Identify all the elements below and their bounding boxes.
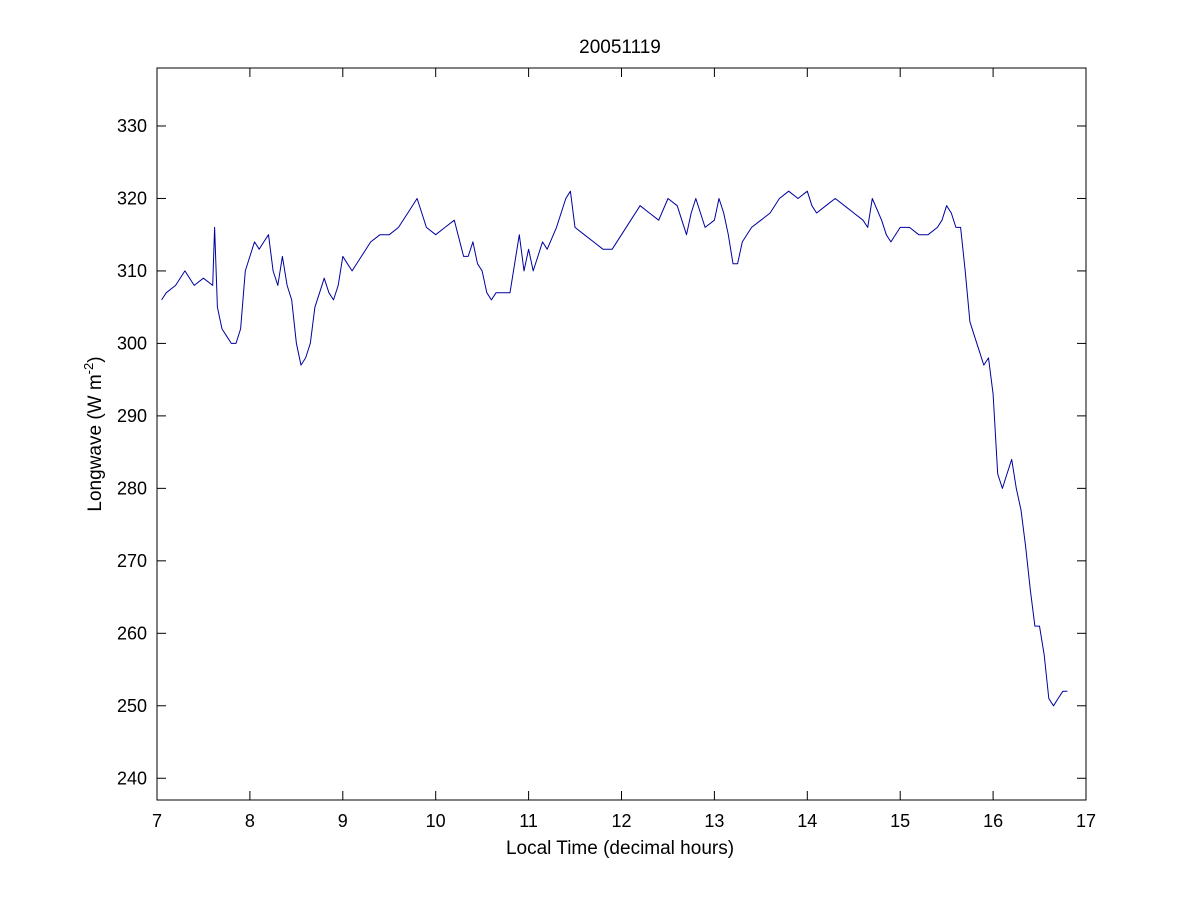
series-layer [161, 190, 1068, 707]
x-tick-label: 9 [338, 811, 348, 831]
y-tick-label: 270 [117, 551, 147, 571]
x-axis-ticks: 7 8 9 10 11 12 13 14 15 16 17 [152, 68, 1096, 831]
x-tick-label: 11 [519, 811, 538, 831]
y-tick-label: 260 [117, 623, 147, 643]
x-tick-label: 10 [426, 811, 446, 831]
x-tick-label: 12 [611, 811, 631, 831]
x-tick-label: 17 [1076, 811, 1096, 831]
x-axis-title: Local Time (decimal hours) [506, 838, 734, 859]
y-tick-label: 320 [117, 188, 147, 208]
plot-area: 7 8 9 10 11 12 13 14 15 16 17 240 250 260 270 280 290 30… [117, 67, 1096, 831]
plot-frame [156, 67, 1087, 801]
y-tick-label: 330 [117, 116, 147, 136]
y-tick-label: 280 [117, 478, 147, 498]
y-axis-title: Longwave (W m-2) [81, 356, 106, 511]
x-tick-label: 14 [797, 811, 817, 831]
x-tick-label: 13 [704, 811, 724, 831]
y-tick-label: 240 [117, 768, 147, 788]
x-tick-label: 8 [245, 811, 255, 831]
y-axis-title-close: ) [85, 356, 106, 362]
chart-title: 20051119 [579, 37, 661, 58]
y-axis-title-superscript: -2 [81, 363, 96, 375]
y-tick-label: 300 [117, 333, 147, 353]
x-tick-label: 15 [890, 811, 910, 831]
y-tick-label: 310 [117, 261, 147, 281]
x-tick-label: 16 [983, 811, 1003, 831]
y-tick-label: 290 [117, 406, 147, 426]
y-axis-ticks: 240 250 260 270 280 290 300 310 320 330 [117, 116, 1086, 788]
x-tick-label: 7 [152, 811, 162, 831]
series-line [161, 190, 1068, 707]
y-axis-title-main: Longwave (W m [85, 374, 106, 511]
y-tick-label: 250 [117, 696, 147, 716]
